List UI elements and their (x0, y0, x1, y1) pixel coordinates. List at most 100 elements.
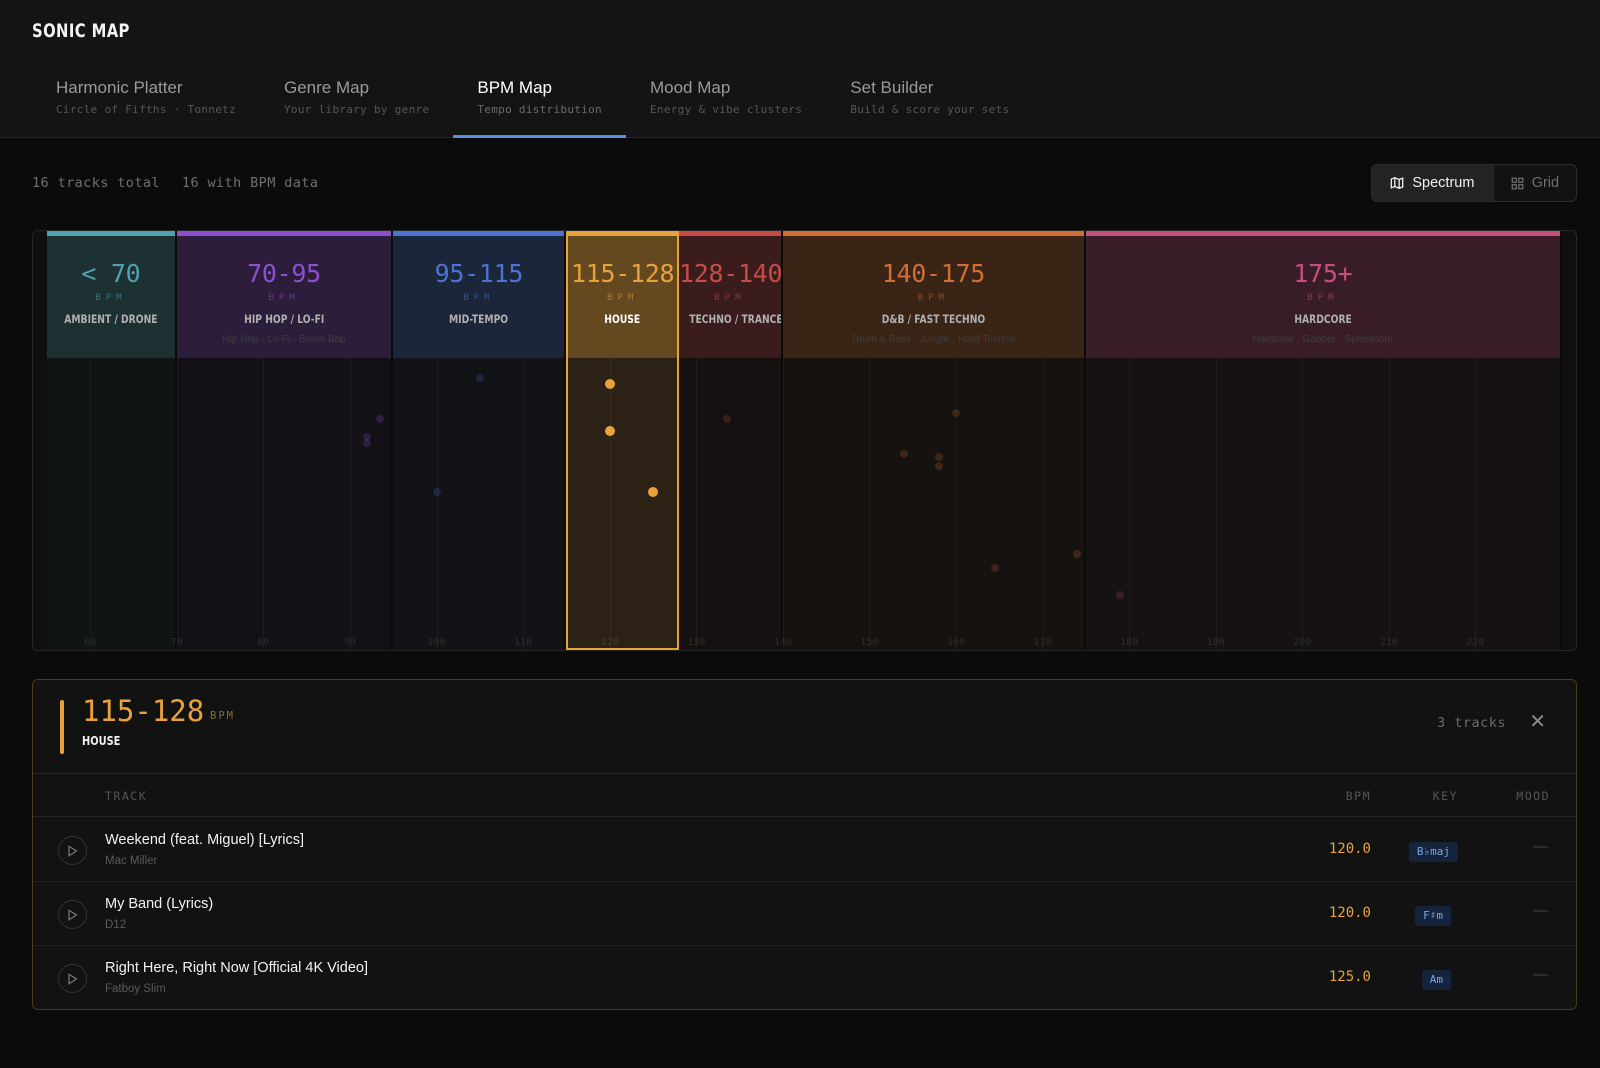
gridline (1388, 358, 1390, 650)
band-body (679, 358, 781, 650)
tab-set-builder[interactable]: Set Builder Build & score your sets (826, 78, 1033, 138)
band-name: AMBIENT / DRONE (64, 312, 158, 326)
band-range: 70-95 (247, 259, 321, 288)
track-mood: — (1533, 966, 1548, 983)
bpm-spectrum: < 70 BPM AMBIENT / DRONE 70-95 BPM HIP HOP / … (32, 230, 1577, 651)
band-detail-name: HOUSE (82, 734, 121, 748)
track-dot[interactable] (363, 438, 372, 447)
close-icon[interactable]: ✕ (1529, 711, 1546, 733)
track-dot[interactable] (900, 450, 909, 459)
band-range: 95-115 (434, 259, 524, 288)
library-stats: 16 tracks total 16 with BPM data (32, 175, 318, 191)
track-dot[interactable] (990, 564, 999, 573)
band-name: HIP HOP / LO-FI (243, 312, 325, 326)
bpm-band-70-95[interactable]: 70-95 BPM HIP HOP / LO-FI Hip Hop · Lo-Fi ·… (176, 231, 394, 650)
gridline (1475, 358, 1477, 650)
tab-label: Set Builder (850, 78, 934, 97)
band-genres: Drum & Bass · Jungle · Hard Techno (852, 334, 1015, 345)
gridline (956, 358, 957, 650)
bpm-band-95-115[interactable]: 95-115 BPM MID-TEMPO (393, 231, 567, 650)
band-detail-header: 115-128 BPM HOUSE 3 tracks ✕ (33, 680, 1576, 774)
band-bpm-unit: BPM (463, 293, 495, 303)
track-dot[interactable] (432, 488, 441, 497)
track-bpm: 120.0 (1328, 905, 1371, 921)
tab-harmonic-platter[interactable]: Harmonic Platter Circle of Fifths · Tonne… (32, 78, 260, 138)
band-body (177, 358, 391, 650)
track-mood: — (1533, 902, 1548, 919)
band-bpm-unit: BPM (268, 293, 300, 303)
track-row[interactable]: Weekend (feat. Miguel) [Lyrics] Mac Mille… (33, 818, 1576, 882)
play-button[interactable] (58, 900, 87, 929)
track-bpm: 120.0 (1328, 841, 1371, 857)
track-dot[interactable] (376, 415, 385, 424)
band-bpm-unit: BPM (1307, 293, 1339, 303)
tick-label: 180 (1120, 637, 1139, 648)
view-toggle: Spectrum Grid (1371, 164, 1577, 202)
band-header: 115-128 BPM HOUSE (566, 231, 679, 358)
tab-subtitle: Energy & vibe clusters (649, 103, 803, 116)
band-body (393, 358, 564, 650)
tab-mood-map[interactable]: Mood Map Energy & vibe clusters (626, 78, 826, 138)
gridline (869, 358, 871, 650)
bpm-band-128-140[interactable]: 128-140 BPM TECHNO / TRANCE (678, 231, 783, 650)
track-artist: Mac Miller (105, 855, 158, 867)
band-name: D&B / FAST TECHNO (881, 312, 986, 326)
track-dot[interactable] (1073, 549, 1082, 558)
gridline (436, 358, 438, 650)
band-range: 140-175 (881, 259, 986, 288)
gridline (176, 358, 178, 650)
track-row[interactable]: My Band (Lyrics) D12 120.0 F♯m — (33, 882, 1576, 946)
track-dot[interactable] (604, 379, 615, 390)
band-genres: Hip Hop · Lo-Fi · Boom Bap (222, 334, 346, 345)
map-icon (1391, 177, 1404, 189)
gridline (1302, 358, 1304, 650)
track-dot[interactable] (934, 453, 943, 462)
gridline (1129, 358, 1131, 650)
col-track: TRACK (105, 789, 148, 803)
track-bpm: 125.0 (1328, 969, 1371, 985)
track-mood: — (1533, 838, 1548, 855)
gridline (90, 358, 92, 650)
tab-bpm-map[interactable]: BPM Map Tempo distribution (453, 78, 626, 138)
play-button[interactable] (58, 964, 87, 993)
bpm-band-140-175[interactable]: 140-175 BPM D&B / FAST TECHNO Drum & Bass ·… (782, 231, 1086, 650)
band-header: 175+ BPM HARDCORE Hardcore · Gabber · Speed… (1085, 231, 1560, 358)
main-tabs: Harmonic Platter Circle of Fifths · Tonne… (32, 78, 1034, 138)
bpm-band-115-128[interactable]: 115-128 BPM HOUSE (566, 231, 679, 650)
grid-view-button[interactable]: Grid (1492, 165, 1576, 201)
play-button[interactable] (58, 836, 87, 865)
band-detail-range: 115-128 (82, 694, 205, 728)
tick-label: 140 (773, 637, 792, 648)
band-header: 95-115 BPM MID-TEMPO (393, 231, 565, 358)
track-key-badge: Am (1421, 970, 1451, 990)
bpm-band-70[interactable]: < 70 BPM AMBIENT / DRONE (47, 231, 177, 650)
gridline (263, 358, 265, 650)
col-mood: MOOD (1516, 789, 1550, 803)
track-dot[interactable] (648, 487, 658, 498)
tab-subtitle: Circle of Fifths · Tonnetz (56, 103, 236, 116)
bpm-band-175[interactable]: 175+ BPM HARDCORE Hardcore · Gabber · Speed… (1085, 231, 1562, 650)
tick-label: 190 (1206, 637, 1225, 648)
gridline (696, 358, 698, 650)
tab-genre-map[interactable]: Genre Map Your library by genre (260, 78, 453, 138)
track-title: Right Here, Right Now [Official 4K Video… (105, 960, 369, 976)
track-dot[interactable] (363, 432, 372, 441)
tick-label: 220 (1466, 637, 1485, 648)
track-row[interactable]: Right Here, Right Now [Official 4K Video… (33, 946, 1576, 1009)
band-body (783, 358, 1084, 650)
tick-label: 160 (946, 637, 966, 648)
tab-label: Harmonic Platter (56, 78, 183, 97)
band-header: 70-95 BPM HIP HOP / LO-FI Hip Hop · Lo-Fi ·… (176, 231, 392, 358)
track-dot[interactable] (604, 426, 615, 436)
band-accent-bar (60, 700, 64, 754)
track-dot[interactable] (475, 374, 484, 383)
track-dot[interactable] (722, 415, 731, 424)
band-range: < 70 (81, 259, 141, 288)
spectrum-view-button[interactable]: Spectrum (1372, 165, 1493, 201)
track-dot[interactable] (934, 462, 943, 471)
track-dot[interactable] (1116, 590, 1125, 599)
gridline (350, 358, 351, 650)
band-header: 140-175 BPM D&B / FAST TECHNO Drum & Bass ·… (782, 231, 1084, 358)
band-name: HOUSE (604, 312, 641, 326)
track-dot[interactable] (952, 409, 960, 418)
